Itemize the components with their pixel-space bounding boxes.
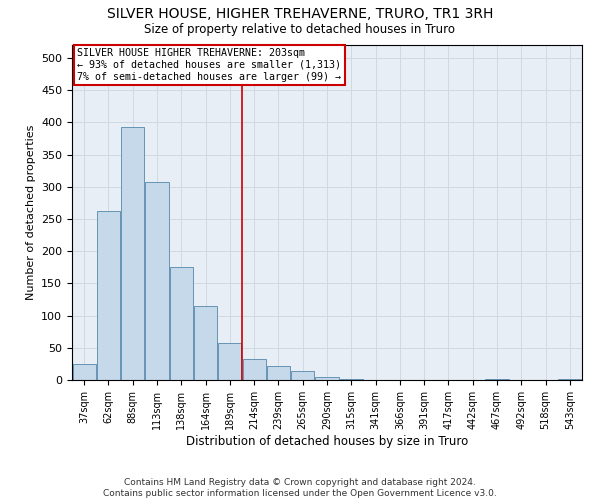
Text: SILVER HOUSE, HIGHER TREHAVERNE, TRURO, TR1 3RH: SILVER HOUSE, HIGHER TREHAVERNE, TRURO, … — [107, 8, 493, 22]
Bar — [218, 342, 241, 380]
Bar — [194, 306, 217, 380]
Bar — [97, 210, 120, 380]
Bar — [170, 268, 193, 380]
Bar — [73, 364, 95, 380]
Y-axis label: Number of detached properties: Number of detached properties — [26, 125, 35, 300]
X-axis label: Distribution of detached houses by size in Truro: Distribution of detached houses by size … — [186, 434, 468, 448]
Bar — [242, 358, 266, 380]
Text: Size of property relative to detached houses in Truro: Size of property relative to detached ho… — [145, 22, 455, 36]
Bar — [291, 371, 314, 380]
Bar — [316, 377, 338, 380]
Text: Contains HM Land Registry data © Crown copyright and database right 2024.
Contai: Contains HM Land Registry data © Crown c… — [103, 478, 497, 498]
Text: SILVER HOUSE HIGHER TREHAVERNE: 203sqm
← 93% of detached houses are smaller (1,3: SILVER HOUSE HIGHER TREHAVERNE: 203sqm ←… — [77, 48, 341, 82]
Bar — [267, 366, 290, 380]
Bar — [121, 127, 144, 380]
Bar — [145, 182, 169, 380]
